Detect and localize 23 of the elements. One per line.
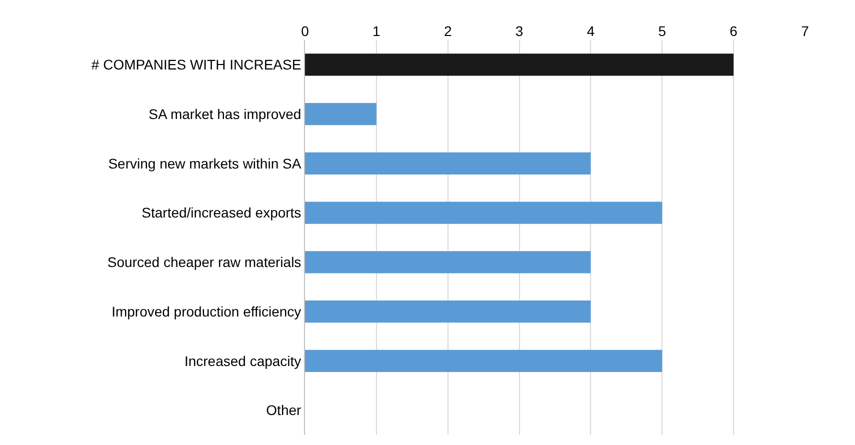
- y-tick-label: Started/increased exports: [142, 204, 302, 221]
- y-tick-label: SA market has improved: [148, 106, 302, 122]
- x-tick-label: 7: [801, 23, 810, 40]
- y-tick-label: Improved production efficiency: [112, 303, 302, 320]
- bar: [305, 202, 662, 224]
- x-tick-label: 6: [730, 23, 738, 40]
- x-tick-label: 4: [586, 23, 595, 40]
- x-tick-label: 1: [372, 23, 381, 40]
- y-tick-label: Serving new markets within SA: [108, 155, 302, 172]
- bar: [305, 300, 591, 323]
- bar: [305, 350, 662, 372]
- bar: [305, 54, 734, 76]
- x-tick-label: 3: [515, 23, 524, 40]
- bar: [305, 102, 376, 126]
- x-tick-label: 2: [444, 23, 452, 40]
- y-tick-label: # COMPANIES WITH INCREASE: [91, 56, 302, 73]
- y-tick-label: Increased capacity: [184, 352, 302, 369]
- y-tick-label: Other: [266, 402, 302, 418]
- y-tick-label: Sourced cheaper raw materials: [107, 254, 302, 270]
- x-tick-label: 0: [301, 23, 310, 40]
- bar: [305, 152, 591, 175]
- bar: [305, 251, 591, 274]
- x-tick-label: 5: [658, 23, 666, 40]
